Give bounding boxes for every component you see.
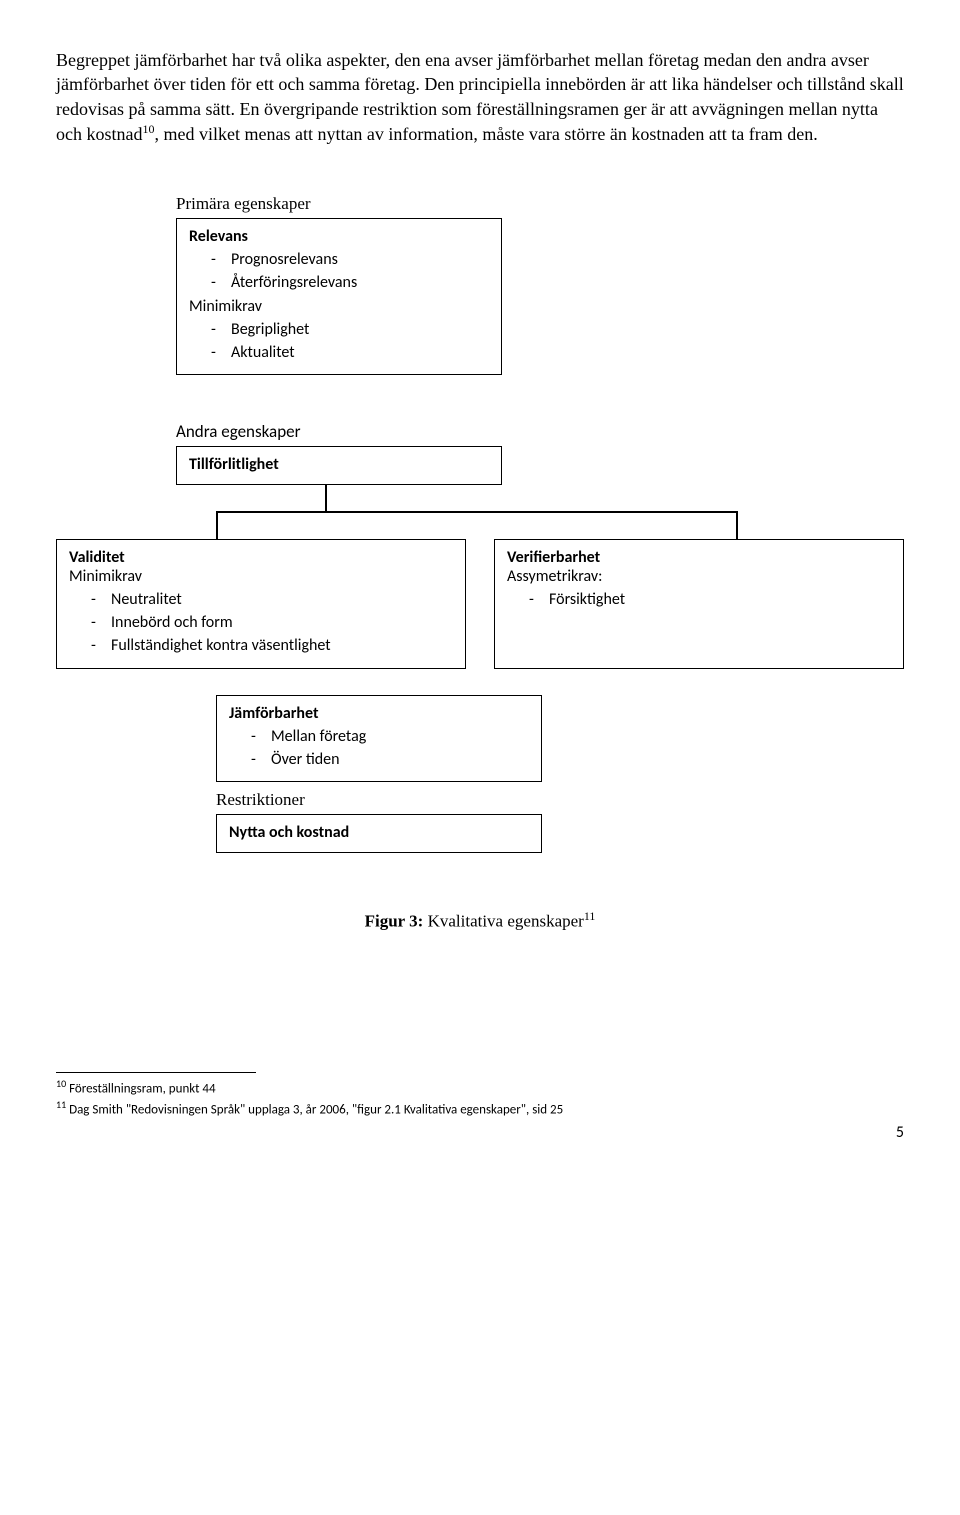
- jamforbarhet-title: Jämförbarhet: [229, 704, 318, 723]
- list-item: Aktualitet: [231, 341, 489, 364]
- minimikrav-label: Minimikrav: [189, 297, 489, 316]
- restriktioner-label: Restriktioner: [216, 790, 864, 810]
- validitet-verifierbarhet-row: Validitet Minimikrav Neutralitet Innebör…: [56, 539, 904, 669]
- connector-line: [325, 485, 327, 511]
- footnote-ref-11: 11: [584, 909, 596, 923]
- paragraph-text-2: , med vilket menas att nyttan av informa…: [154, 124, 817, 144]
- page-number: 5: [56, 1123, 904, 1142]
- jamforbarhet-box: Jämförbarhet Mellan företag Över tiden: [216, 695, 542, 782]
- primary-label: Primära egenskaper: [176, 194, 864, 214]
- relevans-title: Relevans: [189, 227, 248, 246]
- verifierbarhet-title: Verifierbarhet: [507, 548, 600, 567]
- verifierbarhet-sublabel: Assymetrikrav:: [507, 567, 891, 586]
- list-item: Begriplighet: [231, 318, 489, 341]
- figure-caption: Figur 3: Kvalitativa egenskaper11: [56, 909, 904, 932]
- relevans-box: Relevans Prognosrelevans Återföringsrele…: [176, 218, 502, 375]
- nytta-kostnad-box: Nytta och kostnad: [216, 814, 542, 853]
- tillforlitlighet-title: Tillförlitlighet: [189, 455, 279, 474]
- validitet-title: Validitet: [69, 548, 125, 567]
- properties-diagram: Primära egenskaper Relevans Prognosrelev…: [176, 194, 864, 853]
- footnotes: 10 Föreställningsram, punkt 44 11 Dag Sm…: [56, 1072, 904, 1119]
- connector-line: [736, 511, 738, 539]
- footnote-10: 10 Föreställningsram, punkt 44: [56, 1077, 904, 1098]
- tillforlitlighet-box: Tillförlitlighet: [176, 446, 502, 485]
- footnote-text: Föreställningsram, punkt 44: [66, 1081, 215, 1096]
- validitet-sublabel: Minimikrav: [69, 567, 453, 586]
- list-item: Neutralitet: [111, 588, 453, 611]
- list-item: Fullständighet kontra väsentlighet: [111, 634, 453, 657]
- figure-label-text: Kvalitativa egenskaper: [423, 912, 584, 931]
- list-item: Återföringsrelevans: [231, 271, 489, 294]
- footnote-num: 10: [56, 1077, 66, 1090]
- nytta-kostnad-title: Nytta och kostnad: [229, 823, 349, 842]
- secondary-label: Andra egenskaper: [176, 421, 864, 442]
- list-item: Mellan företag: [271, 725, 529, 748]
- list-item: Försiktighet: [549, 588, 891, 611]
- connector-line: [216, 511, 736, 513]
- list-item: Prognosrelevans: [231, 248, 489, 271]
- list-item: Över tiden: [271, 748, 529, 771]
- footnote-11: 11 Dag Smith "Redovisningen Språk" uppla…: [56, 1098, 904, 1119]
- verifierbarhet-box: Verifierbarhet Assymetrikrav: Försiktigh…: [494, 539, 904, 669]
- list-item: Innebörd och form: [111, 611, 453, 634]
- body-paragraph: Begreppet jämförbarhet har två olika asp…: [56, 48, 904, 146]
- figure-label-bold: Figur 3:: [365, 912, 424, 931]
- footnote-text: Dag Smith "Redovisningen Språk" upplaga …: [66, 1102, 563, 1117]
- footnote-rule: [56, 1072, 256, 1073]
- footnote-num: 11: [56, 1098, 66, 1111]
- validitet-box: Validitet Minimikrav Neutralitet Innebör…: [56, 539, 466, 669]
- connector-line: [216, 511, 218, 539]
- footnote-ref-10: 10: [142, 122, 154, 136]
